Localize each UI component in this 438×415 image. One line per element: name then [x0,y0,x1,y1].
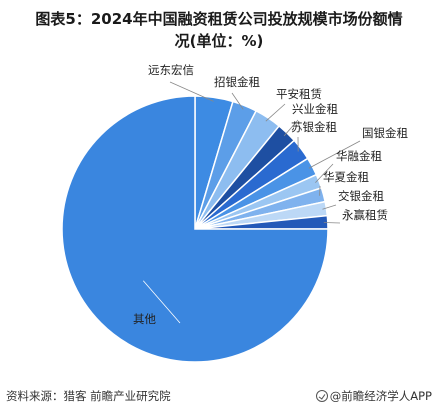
chart-title-line-2: 况(单位：%) [174,32,264,50]
leader-line-8 [322,204,337,210]
source-note: 资料来源：猎客 前瞻产业研究院 [6,389,171,403]
leader-line-5 [308,140,361,169]
slice-label-9: 永赢租赁 [342,208,388,222]
brand-logo-icon [315,390,328,402]
slice-label-1: 招银金租 [214,75,260,89]
pie-slice-10 [61,95,329,363]
slice-label-5: 国银金租 [362,126,408,140]
slice-label-7: 华夏金租 [323,170,369,184]
slice-label-8: 交银金租 [338,189,384,203]
leader-line-3 [283,119,299,137]
chart-title-line-1: 图表5：2024年中国融资租赁公司投放规模市场份额情 [35,10,403,28]
leader-line-1 [231,92,244,110]
slice-label-6: 华融金租 [336,149,382,163]
brand-text: @前瞻经济学人APP [329,389,432,403]
leader-line-6 [315,163,334,183]
slice-label-0: 远东宏信 [148,63,194,77]
slice-label-10: 其他 [133,312,156,326]
leader-line-2 [265,103,286,122]
slice-label-4: 苏银金租 [291,120,337,134]
leader-line-0 [169,81,214,102]
slice-label-2: 平安租赁 [276,87,322,101]
slice-label-3: 兴业金租 [292,102,338,116]
leader-line-10 [142,280,181,324]
brand-credit: @前瞻经济学人APP [315,388,432,404]
chart-title: 图表5：2024年中国融资租赁公司投放规模市场份额情 况(单位：%) [0,8,438,52]
